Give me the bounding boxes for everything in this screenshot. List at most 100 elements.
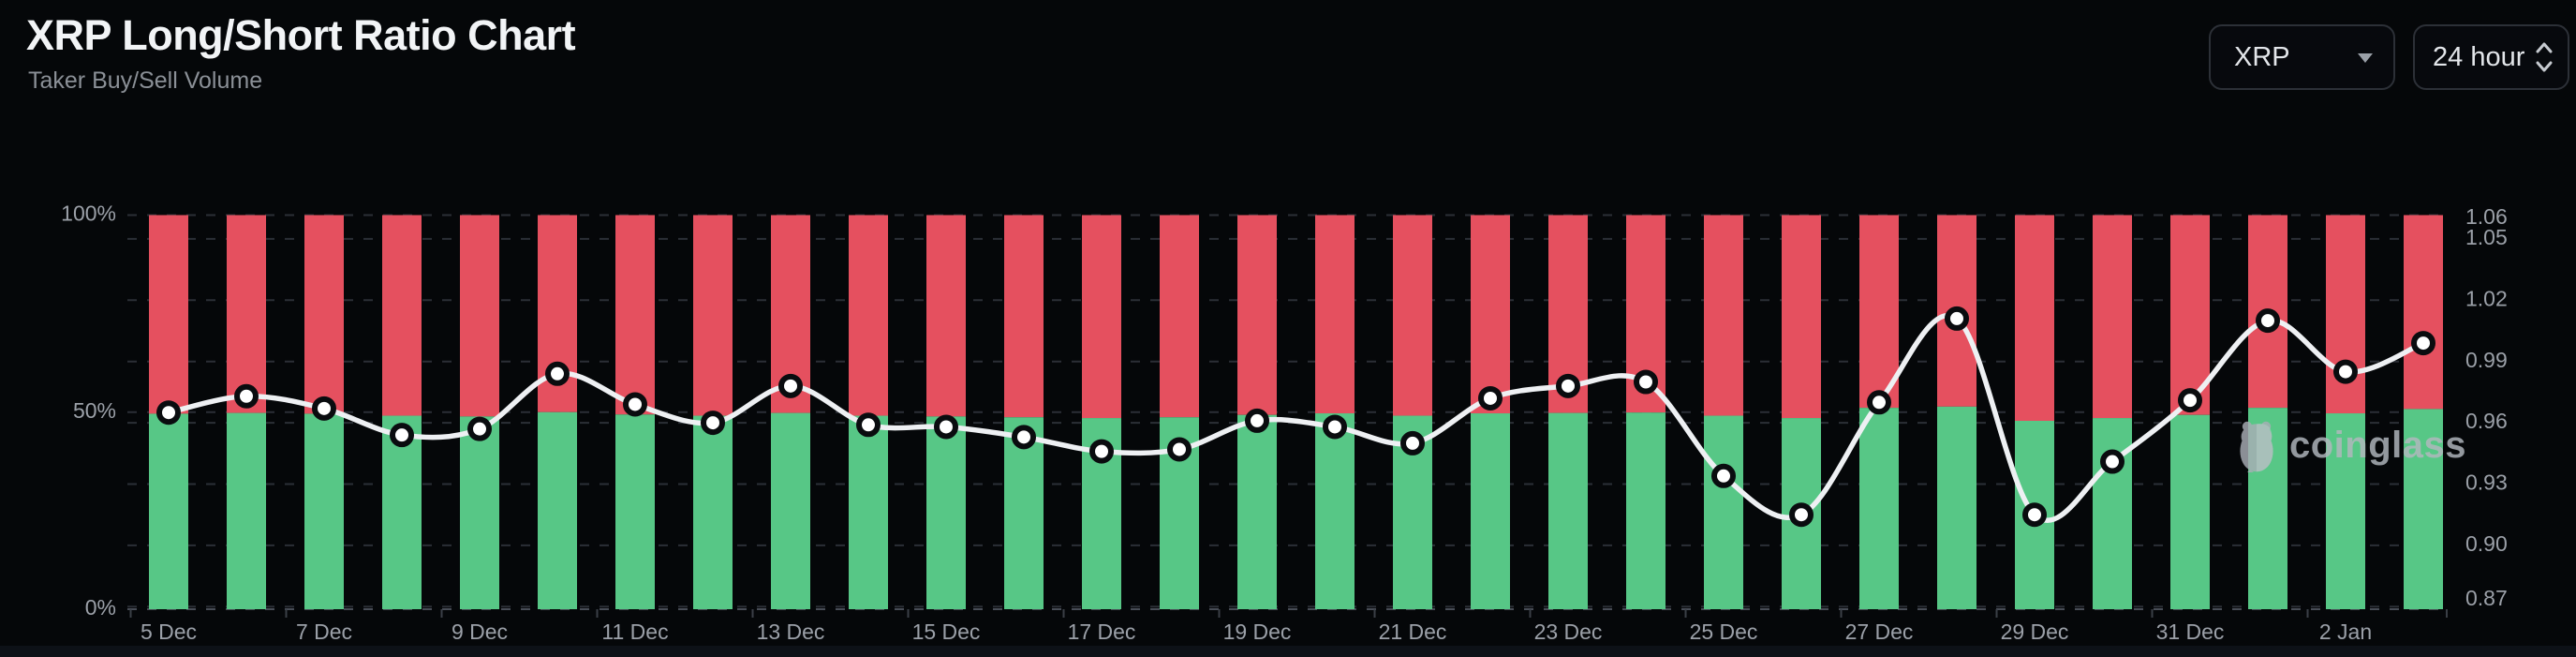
short-bar-12-dec[interactable] [693, 215, 733, 416]
page-subtitle: Taker Buy/Sell Volume [28, 67, 263, 94]
ratio-point-26-dec[interactable] [1789, 502, 1814, 528]
long-bar-19-dec[interactable] [1237, 414, 1277, 609]
x-axis-label: 29 Dec [2001, 620, 2069, 644]
ratio-point-5-dec[interactable] [156, 400, 181, 426]
ratio-point-10-dec[interactable] [545, 361, 570, 386]
long-bar-14-dec[interactable] [849, 415, 888, 609]
ratio-point-29-dec[interactable] [2022, 502, 2047, 528]
left-axis-label: 0% [85, 595, 116, 620]
short-bar-3-jan[interactable] [2404, 215, 2443, 410]
long-bar-11-dec[interactable] [615, 414, 655, 609]
x-axis-label: 21 Dec [1379, 620, 1447, 644]
short-bar-19-dec[interactable] [1237, 215, 1277, 415]
long-bar-3-jan[interactable] [2404, 409, 2443, 609]
short-bar-17-dec[interactable] [1082, 215, 1121, 419]
ratio-point-24-dec[interactable] [1634, 369, 1658, 395]
ratio-point-14-dec[interactable] [856, 412, 881, 438]
x-axis-label: 5 Dec [141, 620, 197, 644]
long-bar-24-dec[interactable] [1626, 412, 1666, 609]
long-bar-8-dec[interactable] [382, 415, 422, 609]
long-bar-6-dec[interactable] [227, 412, 266, 609]
long-bar-27-dec[interactable] [1859, 408, 1899, 609]
short-bar-9-dec[interactable] [460, 215, 499, 417]
short-bar-29-dec[interactable] [2015, 215, 2054, 422]
ratio-point-25-dec[interactable] [1711, 463, 1736, 488]
ratio-point-23-dec[interactable] [1556, 373, 1580, 398]
symbol-dropdown[interactable]: XRP [2209, 24, 2395, 90]
ratio-point-30-dec[interactable] [2100, 449, 2124, 474]
long-bar-13-dec[interactable] [771, 412, 810, 609]
x-axis-label: 2 Jan [2319, 620, 2372, 644]
long-bar-20-dec[interactable] [1315, 413, 1355, 609]
left-axis-label: 100% [61, 202, 116, 226]
ratio-point-27-dec[interactable] [1867, 390, 1891, 415]
caret-down-icon [2358, 52, 2373, 63]
short-bar-15-dec[interactable] [926, 215, 966, 417]
ratio-point-8-dec[interactable] [390, 423, 414, 448]
short-bar-26-dec[interactable] [1782, 215, 1821, 419]
short-bar-6-dec[interactable] [227, 215, 266, 413]
ratio-point-16-dec[interactable] [1012, 425, 1036, 450]
x-axis-label: 11 Dec [601, 620, 668, 644]
ratio-point-28-dec[interactable] [1945, 306, 1969, 331]
ratio-point-13-dec[interactable] [778, 373, 803, 398]
long-bar-22-dec[interactable] [1471, 413, 1510, 609]
right-axis-label: 0.99 [2465, 348, 2508, 372]
ratio-point-15-dec[interactable] [934, 414, 958, 440]
ratio-point-21-dec[interactable] [1400, 430, 1425, 455]
ratio-point-22-dec[interactable] [1478, 385, 1503, 411]
long-bar-25-dec[interactable] [1704, 415, 1743, 609]
short-bar-22-dec[interactable] [1471, 215, 1510, 414]
long-bar-31-dec[interactable] [2170, 414, 2210, 609]
x-axis-label: 9 Dec [452, 620, 508, 644]
long-bar-5-dec[interactable] [149, 413, 188, 609]
ratio-point-20-dec[interactable] [1323, 414, 1347, 440]
short-bar-7-dec[interactable] [304, 215, 344, 414]
long-bar-10-dec[interactable] [538, 411, 577, 609]
long-bar-7-dec[interactable] [304, 413, 344, 609]
ratio-point-19-dec[interactable] [1245, 408, 1269, 433]
short-bar-20-dec[interactable] [1315, 215, 1355, 414]
right-axis-label: 0.93 [2465, 470, 2508, 495]
short-bar-14-dec[interactable] [849, 215, 888, 416]
short-bar-5-dec[interactable] [149, 215, 188, 414]
ratio-point-6-dec[interactable] [234, 383, 259, 409]
long-bar-1-jan[interactable] [2248, 408, 2287, 609]
long-bar-9-dec[interactable] [460, 416, 499, 609]
ratio-point-9-dec[interactable] [467, 416, 492, 441]
x-axis-label: 19 Dec [1223, 620, 1292, 644]
ratio-point-3-jan[interactable] [2411, 331, 2435, 356]
short-bar-27-dec[interactable] [1859, 215, 1899, 409]
short-bar-11-dec[interactable] [615, 215, 655, 415]
long-bar-2-jan[interactable] [2326, 413, 2365, 609]
short-bar-31-dec[interactable] [2170, 215, 2210, 415]
long-bar-12-dec[interactable] [693, 415, 733, 609]
ratio-point-2-jan[interactable] [2333, 359, 2358, 384]
short-bar-25-dec[interactable] [1704, 215, 1743, 416]
short-bar-21-dec[interactable] [1393, 215, 1432, 416]
short-bar-30-dec[interactable] [2093, 215, 2132, 419]
interval-dropdown[interactable]: 24 hour [2413, 24, 2569, 90]
ratio-point-18-dec[interactable] [1167, 437, 1192, 462]
long-bar-28-dec[interactable] [1937, 406, 1976, 609]
ratio-point-7-dec[interactable] [312, 396, 336, 421]
short-bar-16-dec[interactable] [1004, 215, 1044, 418]
ratio-point-12-dec[interactable] [701, 411, 725, 436]
long-bar-30-dec[interactable] [2093, 418, 2132, 609]
up-down-chevrons-icon [2536, 42, 2553, 72]
ratio-point-11-dec[interactable] [623, 392, 647, 417]
x-axis-label: 15 Dec [912, 620, 981, 644]
ratio-point-1-jan[interactable] [2256, 308, 2280, 334]
long-bar-23-dec[interactable] [1548, 412, 1588, 609]
long-bar-15-dec[interactable] [926, 416, 966, 609]
short-bar-8-dec[interactable] [382, 215, 422, 416]
x-axis-label: 13 Dec [757, 620, 825, 644]
ratio-point-17-dec[interactable] [1089, 439, 1114, 464]
right-axis-label: 1.05 [2465, 225, 2508, 249]
right-axis-label: 0.96 [2465, 409, 2508, 433]
short-bar-18-dec[interactable] [1160, 215, 1199, 418]
right-axis-label: 1.06 [2465, 204, 2508, 229]
ratio-point-31-dec[interactable] [2178, 388, 2202, 413]
